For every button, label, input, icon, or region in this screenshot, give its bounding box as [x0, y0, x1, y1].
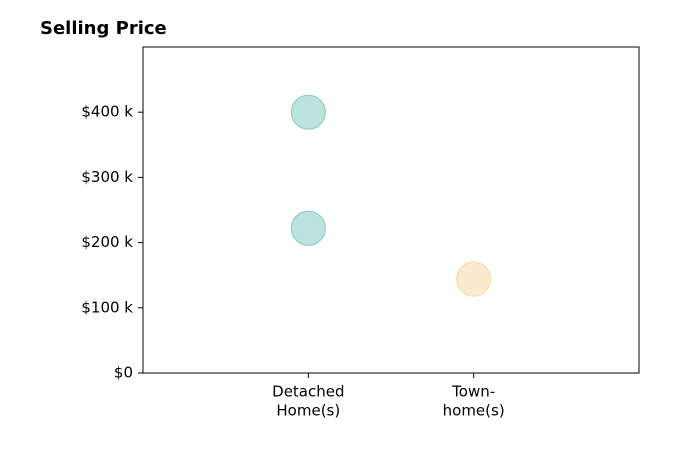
point [456, 261, 492, 297]
y-tick-label: $200 k [81, 233, 133, 251]
point [290, 210, 326, 246]
y-tick-label: $400 k [81, 103, 133, 121]
point [290, 94, 326, 130]
x-tick-label: Town- [451, 383, 495, 401]
x-tick-label: Home(s) [276, 402, 340, 420]
y-tick-label: $100 k [81, 298, 133, 316]
x-tick-label: home(s) [443, 402, 505, 420]
plot-frame [142, 46, 640, 374]
chart-title: Selling Price [40, 18, 167, 39]
y-tick-label: $0 [114, 364, 133, 382]
y-tick-label: $300 k [81, 168, 133, 186]
x-tick-label: Detached [272, 383, 344, 401]
